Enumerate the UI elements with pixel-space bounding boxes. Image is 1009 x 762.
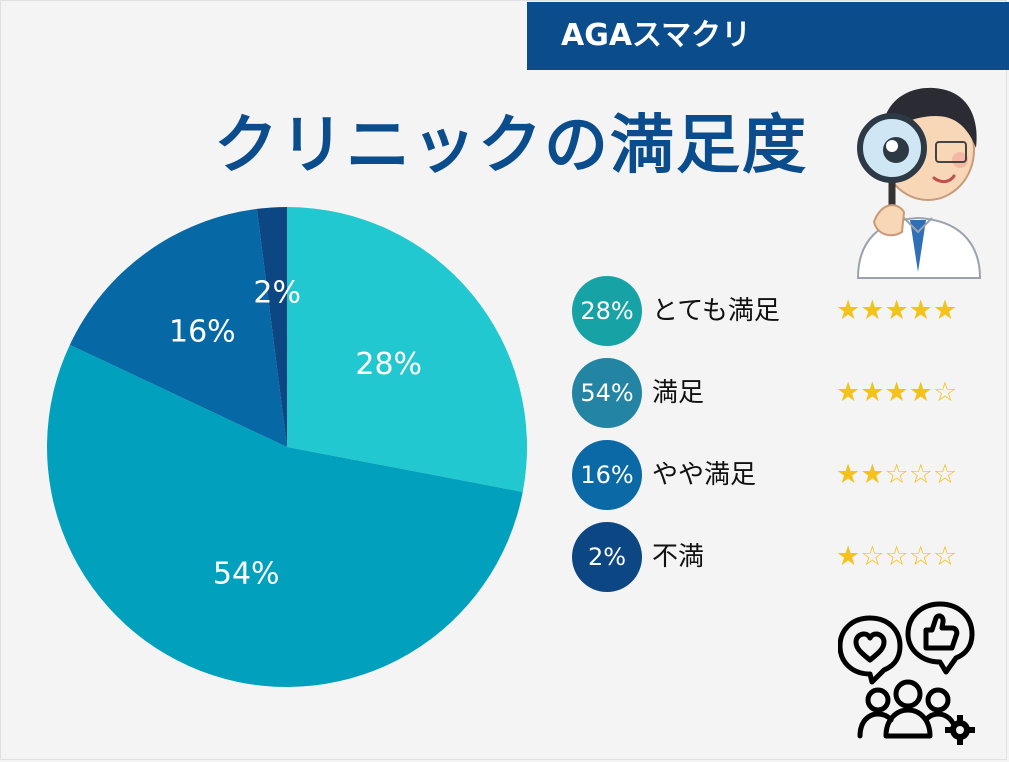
doctor-with-magnifier-illustration bbox=[856, 87, 982, 279]
star-filled-icon: ★ bbox=[860, 377, 885, 408]
brand-name: AGAスマクリ bbox=[561, 18, 752, 53]
star-empty-icon: ☆ bbox=[932, 377, 958, 408]
star-empty-icon: ☆ bbox=[908, 459, 933, 490]
pie-data-label: 16% bbox=[169, 315, 236, 350]
legend-percent-badge: 16% bbox=[572, 440, 642, 510]
star-rating: ★★★★★ bbox=[836, 276, 957, 346]
legend-label: とても満足 bbox=[652, 296, 780, 326]
star-filled-icon: ★ bbox=[836, 541, 861, 572]
star-empty-icon: ☆ bbox=[932, 459, 958, 490]
legend-percent-badge: 2% bbox=[572, 522, 642, 592]
legend: 28% とても満足 ★★★★★ 54% 満足 ★★★★☆ 16% やや満足 ★★… bbox=[572, 272, 992, 600]
star-filled-icon: ★ bbox=[908, 377, 933, 408]
legend-label: 不満 bbox=[652, 542, 705, 572]
star-filled-icon: ★ bbox=[836, 459, 861, 490]
legend-item-somewhat-satisfied: 16% やや満足 ★★☆☆☆ bbox=[572, 436, 992, 518]
legend-percent-badge: 28% bbox=[572, 276, 642, 346]
legend-label: 満足 bbox=[652, 378, 705, 408]
pie-chart: 28% 54% 16% 2% bbox=[47, 207, 527, 687]
legend-item-satisfied: 54% 満足 ★★★★☆ bbox=[572, 354, 992, 436]
star-empty-icon: ☆ bbox=[932, 541, 958, 572]
star-empty-icon: ☆ bbox=[860, 541, 885, 572]
star-empty-icon: ☆ bbox=[908, 541, 933, 572]
legend-item-very-satisfied: 28% とても満足 ★★★★★ bbox=[572, 272, 992, 354]
legend-label: やや満足 bbox=[652, 460, 757, 490]
star-filled-icon: ★ bbox=[884, 377, 909, 408]
star-rating: ★★★★☆ bbox=[836, 358, 957, 428]
pie-slice-3 bbox=[69, 208, 287, 447]
star-empty-icon: ☆ bbox=[884, 541, 909, 572]
pie-data-label: 54% bbox=[213, 557, 280, 592]
pie-slice-2 bbox=[47, 344, 523, 687]
brand-banner: AGAスマクリ bbox=[527, 2, 1009, 70]
pie-data-label: 28% bbox=[355, 347, 422, 382]
star-filled-icon: ★ bbox=[932, 295, 958, 326]
star-empty-icon: ☆ bbox=[884, 459, 909, 490]
star-filled-icon: ★ bbox=[836, 377, 861, 408]
pie-slice-1 bbox=[287, 207, 527, 492]
star-rating: ★☆☆☆☆ bbox=[836, 522, 957, 592]
pie-slice-4 bbox=[256, 207, 287, 447]
legend-item-dissatisfied: 2% 不満 ★☆☆☆☆ bbox=[572, 518, 992, 600]
pie-data-label: 2% bbox=[253, 275, 301, 310]
page-title: クリニックの満足度 bbox=[214, 109, 808, 183]
gear-icon bbox=[945, 715, 975, 745]
star-filled-icon: ★ bbox=[884, 295, 909, 326]
star-filled-icon: ★ bbox=[908, 295, 933, 326]
star-filled-icon: ★ bbox=[860, 459, 885, 490]
star-filled-icon: ★ bbox=[860, 295, 885, 326]
star-filled-icon: ★ bbox=[836, 295, 861, 326]
star-rating: ★★☆☆☆ bbox=[836, 440, 957, 510]
legend-percent-badge: 54% bbox=[572, 358, 642, 428]
customer-feedback-icon bbox=[838, 601, 975, 745]
